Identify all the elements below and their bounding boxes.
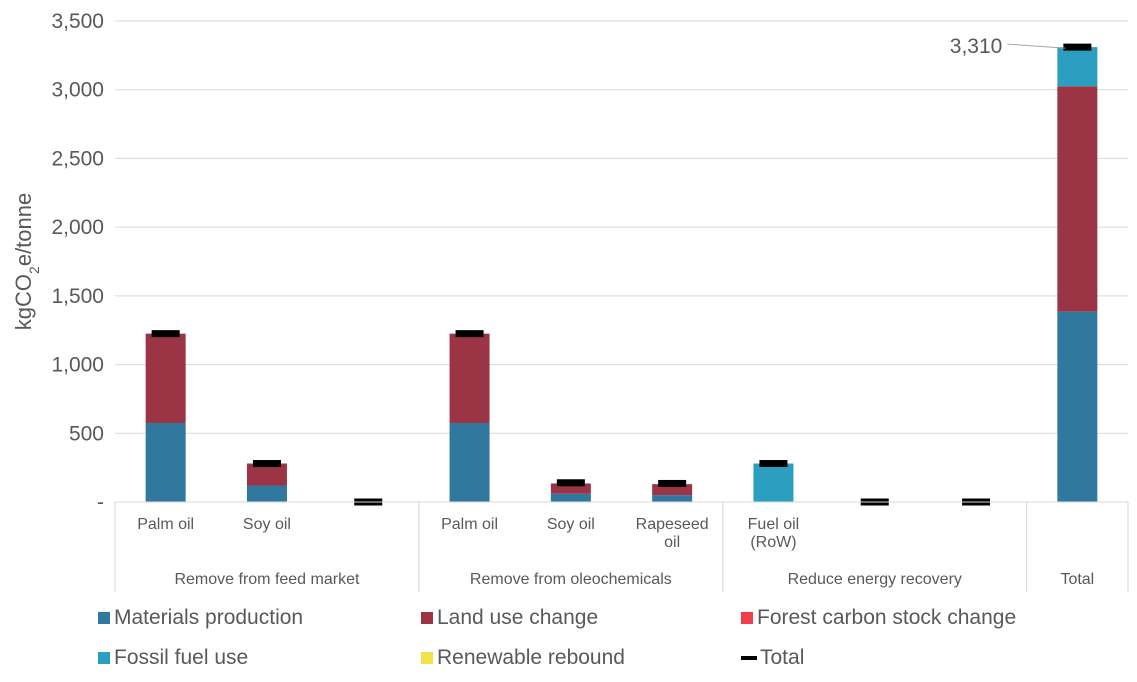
- bar-materials-production: [652, 495, 692, 502]
- legend-label-fossil-fuel-use: Fossil fuel use: [114, 646, 248, 670]
- legend-item-total: Total: [741, 646, 804, 670]
- legend-label-land-use-change: Land use change: [437, 606, 598, 630]
- x-category-label: Soy oil: [547, 516, 595, 533]
- bar-fossil-fuel-use: [753, 464, 793, 502]
- legend-swatch-materials-production: [98, 612, 110, 624]
- bar-materials-production: [551, 494, 591, 502]
- bar-land-use-change: [450, 334, 490, 423]
- x-category-label: Palm oil: [137, 516, 194, 533]
- y-tick-label: 2,500: [51, 147, 104, 170]
- x-group-label: Remove from oleochemicals: [470, 571, 672, 588]
- total-marker: [253, 460, 281, 467]
- x-group-label: Reduce energy recovery: [788, 571, 962, 588]
- bar-materials-production: [146, 423, 186, 502]
- bar-land-use-change: [1057, 86, 1097, 311]
- legend-item-fossil-fuel-use: Fossil fuel use: [98, 646, 248, 670]
- annotation-total-label: 3,310: [950, 35, 1003, 58]
- y-tick-label: 2,000: [51, 216, 104, 239]
- total-marker: [557, 479, 585, 486]
- y-tick-label: 3,000: [51, 79, 104, 102]
- legend-swatch-renewable-rebound: [421, 652, 433, 664]
- bar-materials-production: [247, 486, 287, 502]
- legend-item-renewable-rebound: Renewable rebound: [421, 646, 625, 670]
- y-tick-label: 1,000: [51, 354, 104, 377]
- y-tick-label: 500: [69, 422, 104, 445]
- bar-land-use-change: [146, 334, 186, 423]
- bar-fossil-fuel-use: [1057, 47, 1097, 86]
- legend-item-forest-carbon-stock-change: Forest carbon stock change: [741, 606, 1016, 630]
- legend-swatch-land-use-change: [421, 612, 433, 624]
- y-axis-title: kgCO2e/tonne: [11, 193, 42, 330]
- x-category-label: oil: [664, 534, 680, 551]
- x-category-label: Fuel oil: [748, 516, 800, 533]
- y-tick-label: 3,500: [51, 10, 104, 33]
- legend-label-materials-production: Materials production: [114, 606, 303, 630]
- annotation-leader-line: [1007, 44, 1065, 48]
- legend-swatch-forest-carbon-stock-change: [741, 612, 753, 624]
- x-group-label: Remove from feed market: [174, 571, 360, 588]
- x-category-label: Soy oil: [243, 516, 291, 533]
- total-marker: [759, 460, 787, 467]
- x-category-label: (RoW): [750, 534, 796, 551]
- legend-label-forest-carbon-stock-change: Forest carbon stock change: [757, 606, 1016, 630]
- legend-label-total: Total: [760, 646, 804, 670]
- x-group-label: Total: [1060, 571, 1094, 588]
- x-category-label: Rapeseed: [636, 516, 709, 533]
- x-category-label: Palm oil: [441, 516, 498, 533]
- legend-item-land-use-change: Land use change: [421, 606, 598, 630]
- legend-swatch-total: [741, 656, 757, 660]
- bar-materials-production: [450, 423, 490, 502]
- legend-swatch-fossil-fuel-use: [98, 652, 110, 664]
- stacked-bar-chart: - 500 1,000 1,500 2,000 2,500 3,000 3,500 kgCO2e…: [0, 0, 1137, 600]
- legend-label-renewable-rebound: Renewable rebound: [437, 646, 625, 670]
- y-tick-label: -: [97, 491, 104, 514]
- legend-item-materials-production: Materials production: [98, 606, 303, 630]
- total-marker: [152, 330, 180, 337]
- bar-materials-production: [1057, 312, 1097, 502]
- total-marker: [456, 330, 484, 337]
- y-tick-label: 1,500: [51, 285, 104, 308]
- total-marker: [658, 480, 686, 487]
- total-marker: [1063, 44, 1091, 51]
